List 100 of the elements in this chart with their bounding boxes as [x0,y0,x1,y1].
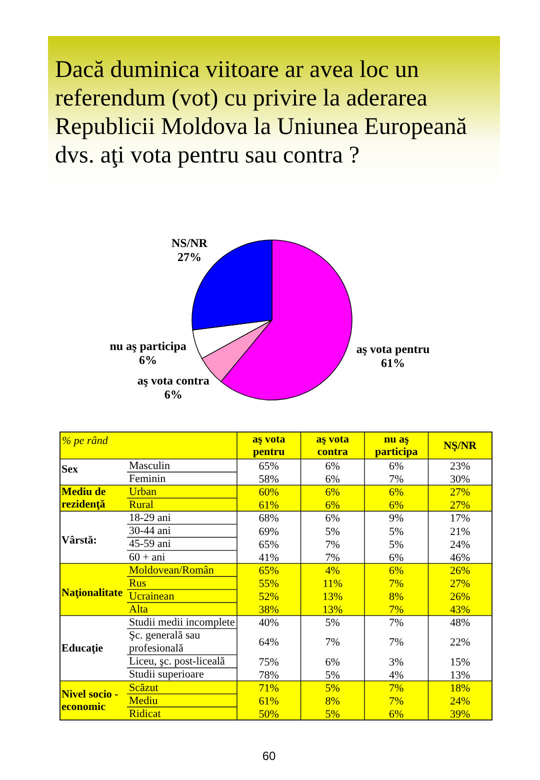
y-tick-label: Rural [129,499,154,512]
data-label: 69% [258,526,279,538]
slice-label: nu aş participa [110,338,186,353]
y-tick-label: 18-29 ani [129,512,171,524]
y2-tick-label: Mediu de rezidenţă [62,486,106,511]
data-label: 6% [389,460,404,473]
data-label: 27% [450,578,470,590]
y-tick-label: Feminin [129,472,166,485]
y-tick-label: 45-59 ani [129,538,171,550]
data-label: 26% [450,591,470,604]
y-tick-label: Ucrainean [129,590,175,602]
data-label: 6% [325,500,340,512]
data-label: 4% [389,669,404,682]
data-label: 26% [450,564,470,577]
data-label: 24% [450,695,470,708]
y-tick-label: 60 + ani [129,551,166,564]
data-label: 38% [258,604,279,616]
data-label: 5% [325,682,340,694]
data-label: 13% [322,604,343,616]
data-label: 13% [322,591,343,604]
x-tick-label: aş vota pentru [252,434,286,458]
data-label: 39% [450,708,470,720]
data-label: 61% [258,695,279,708]
y-tick-label: Şc. generală sau profesională [129,630,201,655]
data-label: 27% [450,500,470,512]
data-label: 7% [389,474,404,486]
data-label: 5% [325,617,340,630]
data-label: 8% [389,591,404,604]
data-label: 6% [389,708,404,720]
x-tick-label: aş vota contra [316,434,350,458]
data-label: 21% [450,526,470,538]
data-label: 78% [258,669,279,682]
data-label: 30% [450,474,470,486]
data-label: 27% [177,250,202,264]
data-label: 5% [325,708,340,720]
y-tick-label: Liceu, şc. post-liceală [129,656,226,668]
data-label: 6% [325,512,340,525]
data-label: 9% [389,512,404,525]
y-tick-label: Ridicat [129,708,161,720]
y-tick-label: Masculin [129,460,170,472]
data-label: 65% [258,564,279,577]
data-label: 7% [389,617,404,630]
y2-tick-label: Sex [62,463,78,476]
y-tick-label: Mediu [129,694,158,707]
data-label: 65% [258,460,279,473]
chart-title: Dacă duminica viitoare ar avea loc un referendum (vot) cu privire la aderarea Republicii Moldova la Uniunea Europeană dvs. aţi vota pentru sau contra ? [55,57,468,168]
data-label: 46% [450,552,470,564]
data-label: 7% [325,538,340,551]
data-label: 6% [389,564,404,577]
data-label: 65% [258,538,279,551]
data-label: 11% [322,578,343,590]
data-label: 6% [325,474,340,486]
data-label: 7% [389,695,404,708]
y-tick-label: 30-44 ani [129,525,171,538]
slice-label: aş vota pentru [356,342,430,356]
data-label: 64% [258,636,279,649]
data-label: 48% [450,617,470,630]
data-label: 43% [450,604,470,616]
y2-tick-label: Naţionalitate [62,586,123,599]
data-label: 7% [389,636,404,649]
data-label: 22% [450,636,470,649]
slice-label: aş vota contra [137,374,210,388]
data-label: 61% [258,500,279,512]
text: 60 [262,749,276,763]
data-label: 68% [258,512,279,525]
data-label: 7% [325,552,340,564]
data-label: 6% [389,500,404,512]
data-label: 6% [325,656,340,668]
data-label: 50% [258,708,279,720]
data-label: 23% [450,460,470,473]
data-label: 3% [389,656,404,668]
data-label: 61% [381,356,406,370]
data-label: 8% [325,695,340,708]
x-tick-label: NŞ/NR [444,440,478,452]
data-label: 55% [258,578,279,590]
slice-label: NS/NR [171,236,208,250]
text: % pe rând [62,435,108,447]
data-label: 58% [258,474,279,486]
data-label: 75% [258,656,279,668]
data-label: 7% [325,636,340,649]
x-tick-label: nu aş participa [374,434,418,458]
data-label: 15% [450,656,470,668]
data-label: 5% [325,669,340,682]
y-tick-label: Urban [129,486,157,498]
data-label: 13% [450,669,470,682]
data-label: 6% [139,352,158,367]
data-label: 71% [258,682,279,694]
y-tick-label: Alta [129,603,148,616]
y2-tick-label: Educaţie [62,642,104,654]
y2-tick-label: Nivel socio - economic [62,688,119,713]
data-label: 7% [389,578,404,590]
y-tick-label: Scăzut [129,682,158,694]
data-label: 5% [389,538,404,551]
y-tick-label: Studii superioare [129,668,204,681]
data-label: 6% [389,552,404,564]
data-label: 60% [258,486,279,499]
data-label: 24% [450,538,470,551]
data-label: 17% [450,512,470,525]
data-label: 52% [258,591,279,604]
data-label: 27% [450,486,470,499]
